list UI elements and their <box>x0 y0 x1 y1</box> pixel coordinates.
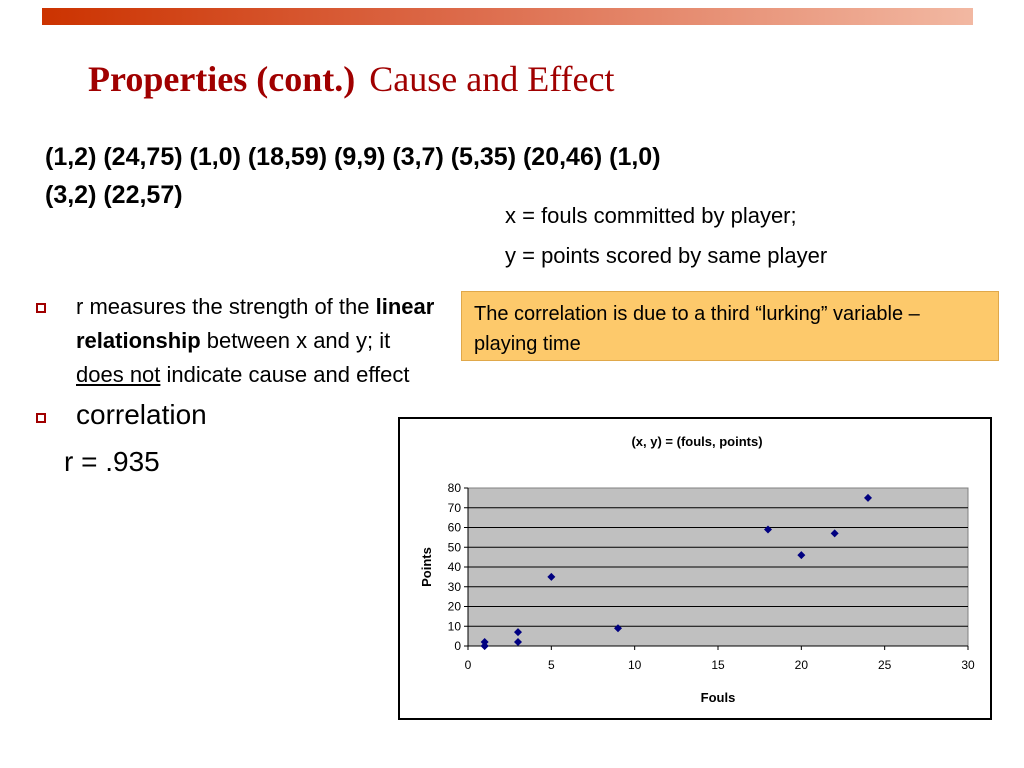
x-tick-label: 10 <box>628 658 642 672</box>
x-tick-label: 0 <box>465 658 472 672</box>
y-tick-label: 0 <box>454 639 461 653</box>
r-value: r = .935 <box>64 446 160 477</box>
y-axis-label: Points <box>419 547 434 587</box>
data-point <box>830 529 839 538</box>
bullet1-text-c: indicate cause and effect <box>160 362 410 387</box>
slide-title: Properties (cont.) Cause and Effect <box>88 58 614 100</box>
lurking-variable-callout: The correlation is due to a third “lurki… <box>461 291 999 361</box>
definition-x: x = fouls committed by player; <box>505 203 797 228</box>
x-tick-label: 25 <box>878 658 892 672</box>
scatter-chart: (x, y) = (fouls, points) 0 10 20 30 40 50 60 70… <box>398 417 992 720</box>
y-tick-label: 60 <box>448 521 462 535</box>
chart-svg: (x, y) = (fouls, points) 010203040506070… <box>419 434 975 705</box>
bullet1-underlined: does not <box>76 362 161 387</box>
pairs-line-1: (1,2) (24,75) (1,0) (18,59) (9,9) (3,7) … <box>45 143 661 171</box>
y-tick-labels: 0 10 20 30 40 50 60 70 80 <box>448 481 462 653</box>
y-tick-label: 80 <box>448 481 462 495</box>
data-point <box>614 624 622 633</box>
variable-definitions: x = fouls committed by player; y = point… <box>505 196 827 276</box>
title-main: Properties (cont.) <box>88 59 356 99</box>
bullet-r-measures: r measures the strength of the linear re… <box>36 290 436 392</box>
data-point <box>480 642 489 650</box>
data-point <box>514 638 522 647</box>
x-tick-labels: 0 5 10 15 20 25 30 <box>465 658 975 672</box>
bullet-correlation: correlation <box>36 396 436 434</box>
gridlines <box>464 487 969 650</box>
bullet1-bold: linear relationship <box>76 294 435 353</box>
data-point <box>864 493 872 502</box>
square-bullet-icon <box>36 303 46 313</box>
bullet2-text: correlation <box>76 399 207 430</box>
data-point <box>514 628 522 637</box>
x-tick-label: 15 <box>711 658 725 672</box>
y-tick-label: 50 <box>448 540 462 554</box>
data-point <box>764 525 772 534</box>
y-tick-label: 20 <box>448 600 462 614</box>
x-axis-label: Fouls <box>701 690 736 705</box>
square-bullet-icon <box>36 413 46 423</box>
title-subtitle: Cause and Effect <box>369 59 615 99</box>
y-tick-label: 30 <box>448 580 462 594</box>
top-accent-bar <box>42 8 973 25</box>
y-tick-label: 10 <box>448 619 462 633</box>
data-points <box>480 493 872 650</box>
data-pairs: (1,2) (24,75) (1,0) (18,59) (9,9) (3,7) … <box>45 138 925 214</box>
data-point <box>547 572 556 581</box>
bullet1-text-a: r measures the strength of the <box>76 294 376 319</box>
y-tick-label: 70 <box>448 501 462 515</box>
y-tick-label: 40 <box>448 560 462 574</box>
x-tick-label: 20 <box>795 658 809 672</box>
pairs-line-2: (3,2) (22,57) <box>45 181 183 209</box>
chart-title: (x, y) = (fouls, points) <box>631 434 762 449</box>
data-point <box>797 551 806 560</box>
bullet-list: r measures the strength of the linear re… <box>36 290 436 478</box>
bullet1-text-b: between x and y; it <box>200 328 391 353</box>
x-tick-label: 5 <box>548 658 555 672</box>
x-tick-label: 30 <box>961 658 975 672</box>
definition-y: y = points scored by same player <box>505 243 828 268</box>
